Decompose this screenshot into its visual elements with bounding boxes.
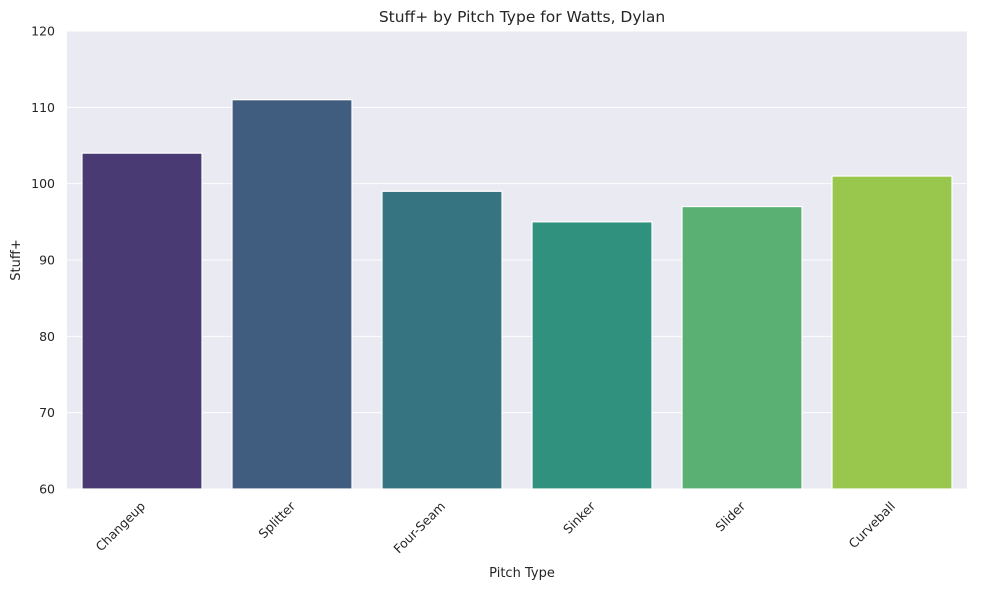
y-tick-label: 90	[39, 253, 55, 268]
x-tick-label: Four-Seam	[390, 499, 448, 557]
bar-four-seam	[381, 190, 503, 490]
x-tick-label: Slider	[712, 498, 748, 534]
y-tick-label: 110	[31, 100, 55, 115]
y-tick-label: 80	[39, 329, 55, 344]
chart-title: Stuff+ by Pitch Type for Watts, Dylan	[379, 8, 665, 26]
y-tick-label: 60	[39, 482, 55, 497]
bar-splitter	[231, 99, 353, 490]
y-axis-label: Stuff+	[9, 239, 24, 280]
x-tick-label: Changeup	[92, 498, 148, 554]
x-tick-label: Curveball	[845, 499, 898, 552]
bar-slider	[681, 205, 803, 490]
y-tick-label: 100	[31, 176, 55, 191]
y-gridlines	[67, 30, 967, 490]
x-axis-label: Pitch Type	[489, 566, 555, 581]
y-tick-label: 70	[39, 405, 55, 420]
x-tick-label: Splitter	[255, 498, 298, 541]
y-tick-label: 120	[31, 24, 55, 39]
bar-curveball	[831, 175, 953, 490]
y-axis-tick-labels: 60 70 80 90 100 110 120	[31, 24, 55, 497]
x-tick-label: Sinker	[560, 498, 599, 537]
bars	[81, 99, 953, 490]
bar-sinker	[531, 221, 653, 490]
bar-changeup	[81, 152, 203, 490]
x-axis-tick-labels: Changeup Splitter Four-Seam Sinker Slider Cur…	[92, 498, 898, 556]
